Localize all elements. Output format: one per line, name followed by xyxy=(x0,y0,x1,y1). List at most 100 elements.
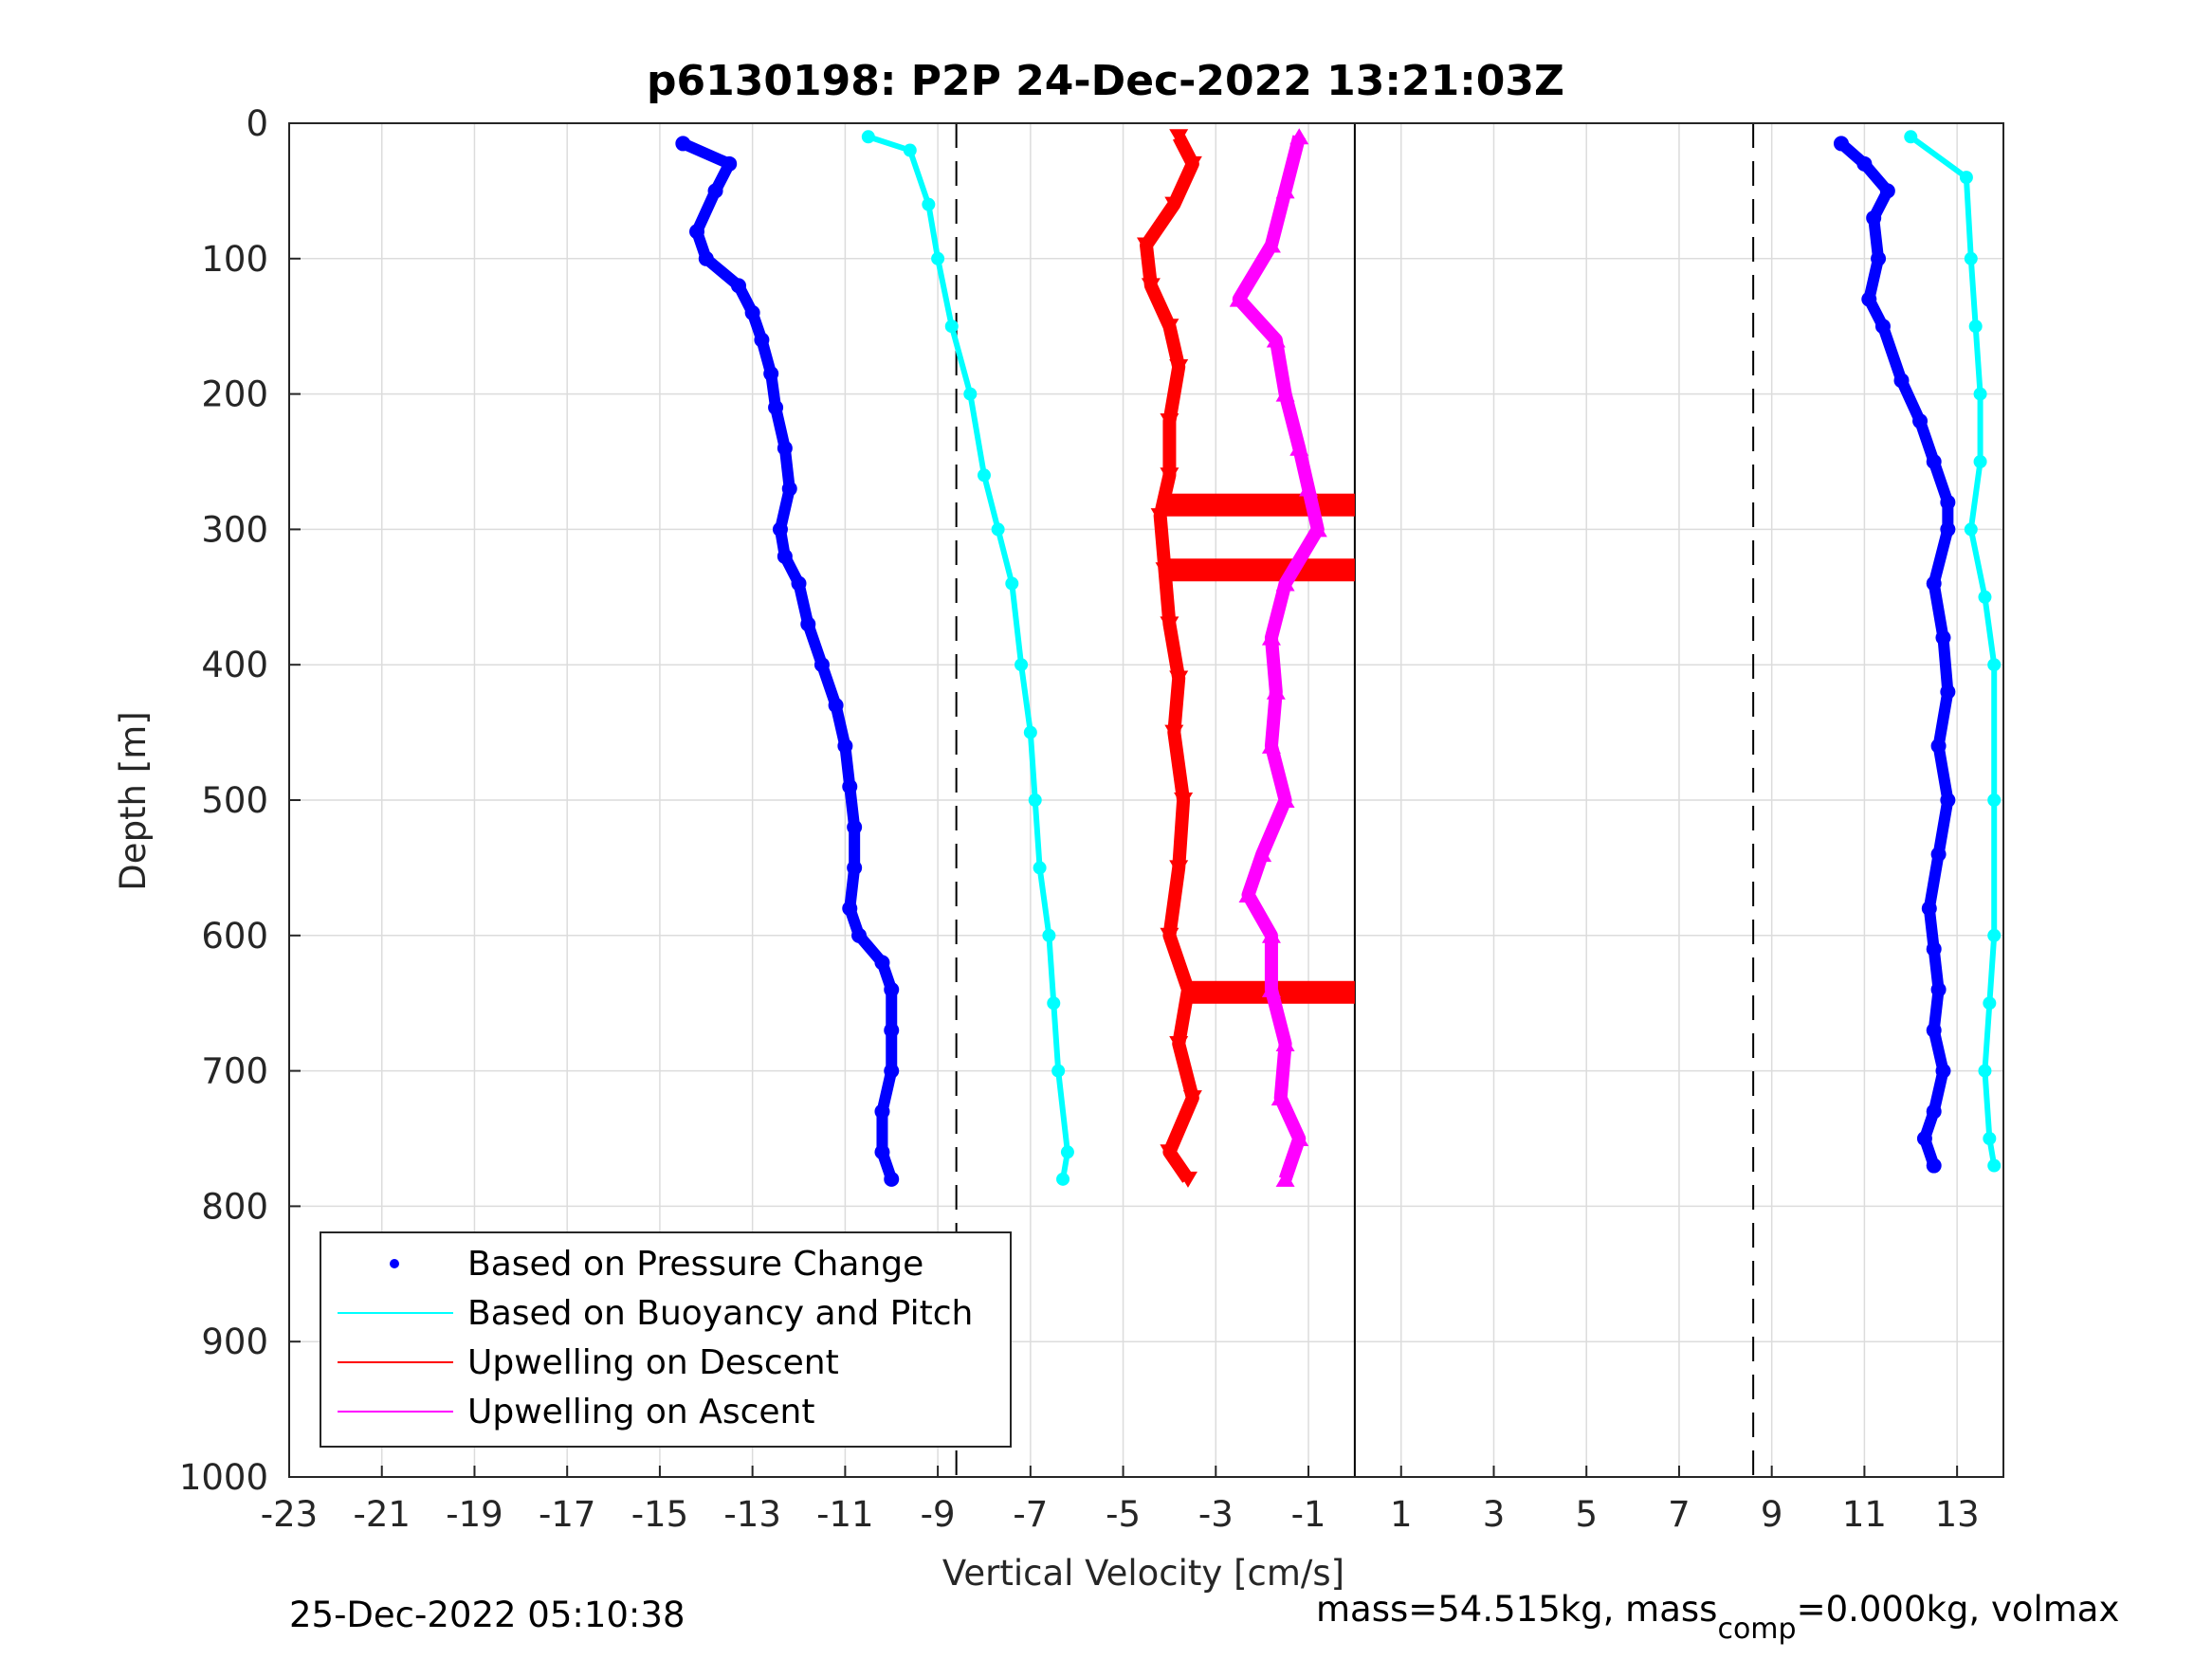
pressure-change-point xyxy=(828,698,844,714)
footer-timestamp: 25-Dec-2022 05:10:38 xyxy=(289,1595,685,1635)
upwelling-descent-marker xyxy=(1182,1090,1202,1107)
pressure-change-point xyxy=(1874,319,1891,335)
chart-title: p6130198: P2P 24-Dec-2022 13:21:03Z xyxy=(647,57,1564,105)
pressure-change-point xyxy=(800,616,816,632)
pressure-change-point xyxy=(675,136,691,152)
pressure-change-point xyxy=(698,250,714,266)
upwelling-ascent-marker xyxy=(1289,128,1309,145)
pressure-change-point xyxy=(1940,793,1956,808)
buoyancy-pitch-point xyxy=(1987,928,2002,942)
pressure-change-point xyxy=(1856,155,1873,172)
upwelling-band xyxy=(1164,558,1355,582)
upwelling-descent-marker xyxy=(1169,129,1189,146)
x-tick-label: -23 xyxy=(261,1494,318,1535)
buoyancy-pitch-point xyxy=(1987,1158,2002,1173)
upwelling-descent-marker xyxy=(1178,981,1197,998)
buoyancy-pitch-point xyxy=(1959,171,1973,185)
pressure-change-point xyxy=(777,440,793,456)
buoyancy-pitch-point xyxy=(1023,725,1037,739)
pressure-change-point xyxy=(1893,373,1910,389)
upwelling-ascent-marker xyxy=(1252,846,1272,863)
pressure-change-point xyxy=(874,1103,890,1120)
upwelling-descent-marker xyxy=(1169,1036,1189,1053)
buoyancy-pitch-point xyxy=(1973,455,1987,468)
x-tick-label: 5 xyxy=(1575,1494,1598,1535)
upwelling-descent-marker xyxy=(1137,237,1156,254)
pressure-change-point xyxy=(847,819,863,835)
buoyancy-pitch-point xyxy=(1042,928,1056,942)
y-axis-ticks: 0 100 200 300 400 500 600 700 800 900 1000 xyxy=(179,103,301,1498)
y-axis-label: Depth [m] xyxy=(113,711,154,890)
upwelling-descent-marker xyxy=(1160,1144,1179,1161)
y-tick-label: 900 xyxy=(201,1322,268,1362)
pressure-change-point xyxy=(1926,454,1942,469)
pressure-change-point xyxy=(1921,901,1937,917)
legend-label: Based on Pressure Change xyxy=(467,1245,923,1284)
x-tick-label: 9 xyxy=(1761,1494,1783,1535)
pressure-change-point xyxy=(689,224,705,240)
buoyancy-pitch-point xyxy=(1047,996,1061,1011)
x-tick-label: 13 xyxy=(1935,1494,1980,1535)
buoyancy-pitch-point xyxy=(1964,251,1978,265)
pressure-change-point xyxy=(1871,250,1887,266)
legend: Based on Pressure Change Based on Buoyanc… xyxy=(320,1231,1012,1448)
y-tick-label: 600 xyxy=(201,916,268,957)
pressure-change-point xyxy=(791,575,807,592)
y-tick-label: 0 xyxy=(246,103,268,144)
x-tick-label: 7 xyxy=(1668,1494,1691,1535)
upwelling-descent-marker xyxy=(1174,793,1194,809)
x-tick-label: 11 xyxy=(1842,1494,1887,1535)
upwelling-ascent-marker xyxy=(1266,331,1286,348)
upwelling-ascent-marker xyxy=(1261,236,1281,253)
legend-label: Upwelling on Descent xyxy=(467,1343,839,1382)
x-tick-label: 1 xyxy=(1390,1494,1413,1535)
pressure-change-point xyxy=(874,1144,890,1160)
pressure-change-point xyxy=(1926,575,1942,592)
upwelling-ascent-marker xyxy=(1266,683,1286,700)
upwelling-ascent-marker xyxy=(1289,439,1309,456)
upwelling-ascent-marker xyxy=(1299,480,1319,497)
pressure-change-point xyxy=(1926,1022,1942,1038)
data-layer xyxy=(675,123,2002,1477)
upwelling-descent-marker xyxy=(1169,359,1189,376)
upwelling-ascent-marker xyxy=(1275,1170,1295,1187)
legend-label: Based on Buoyancy and Pitch xyxy=(467,1294,973,1333)
buoyancy-pitch-point xyxy=(1028,793,1042,807)
pressure-change-point xyxy=(874,955,890,971)
x-tick-label: -1 xyxy=(1291,1494,1326,1535)
y-tick-label: 100 xyxy=(201,239,268,280)
series-line-upwelling-ascent xyxy=(1232,135,1325,1182)
upwelling-descent-marker xyxy=(1182,155,1202,173)
upwelling-descent-marker xyxy=(1160,616,1179,633)
upwelling-descent-marker xyxy=(1150,508,1170,525)
pressure-change-point xyxy=(884,1063,900,1079)
y-tick-label: 400 xyxy=(201,645,268,685)
buoyancy-pitch-point xyxy=(1978,1064,1992,1078)
legend-swatch-dot xyxy=(390,1259,399,1268)
buoyancy-pitch-point xyxy=(861,130,875,144)
upwelling-descent-marker xyxy=(1160,319,1179,336)
buoyancy-pitch-point xyxy=(1983,996,1997,1011)
pressure-change-point xyxy=(837,738,853,754)
buoyancy-pitch-point xyxy=(1051,1064,1066,1078)
x-tick-label: -19 xyxy=(446,1494,503,1535)
buoyancy-pitch-point xyxy=(922,197,936,211)
upwelling-descent-marker xyxy=(1141,278,1161,295)
buoyancy-pitch-point xyxy=(1964,522,1978,537)
pressure-change-point xyxy=(722,155,738,172)
upwelling-descent-marker xyxy=(1164,196,1184,213)
pressure-change-point xyxy=(1833,136,1849,152)
buoyancy-pitch-point xyxy=(991,522,1005,537)
upwelling-descent-marker xyxy=(1155,562,1175,579)
buoyancy-pitch-point xyxy=(1978,590,1992,604)
upwelling-ascent-marker xyxy=(1307,520,1327,538)
pressure-change-point xyxy=(884,981,900,997)
buoyancy-pitch-point xyxy=(1973,387,1987,401)
upwelling-ascent-marker xyxy=(1261,737,1281,754)
upwelling-ascent-marker xyxy=(1275,792,1295,808)
buoyancy-pitch-point xyxy=(931,251,945,265)
upwelling-descent-marker xyxy=(1160,413,1179,430)
pressure-change-point xyxy=(847,860,863,876)
buoyancy-pitch-point xyxy=(1904,130,1918,144)
upwelling-ascent-marker xyxy=(1275,1035,1295,1052)
